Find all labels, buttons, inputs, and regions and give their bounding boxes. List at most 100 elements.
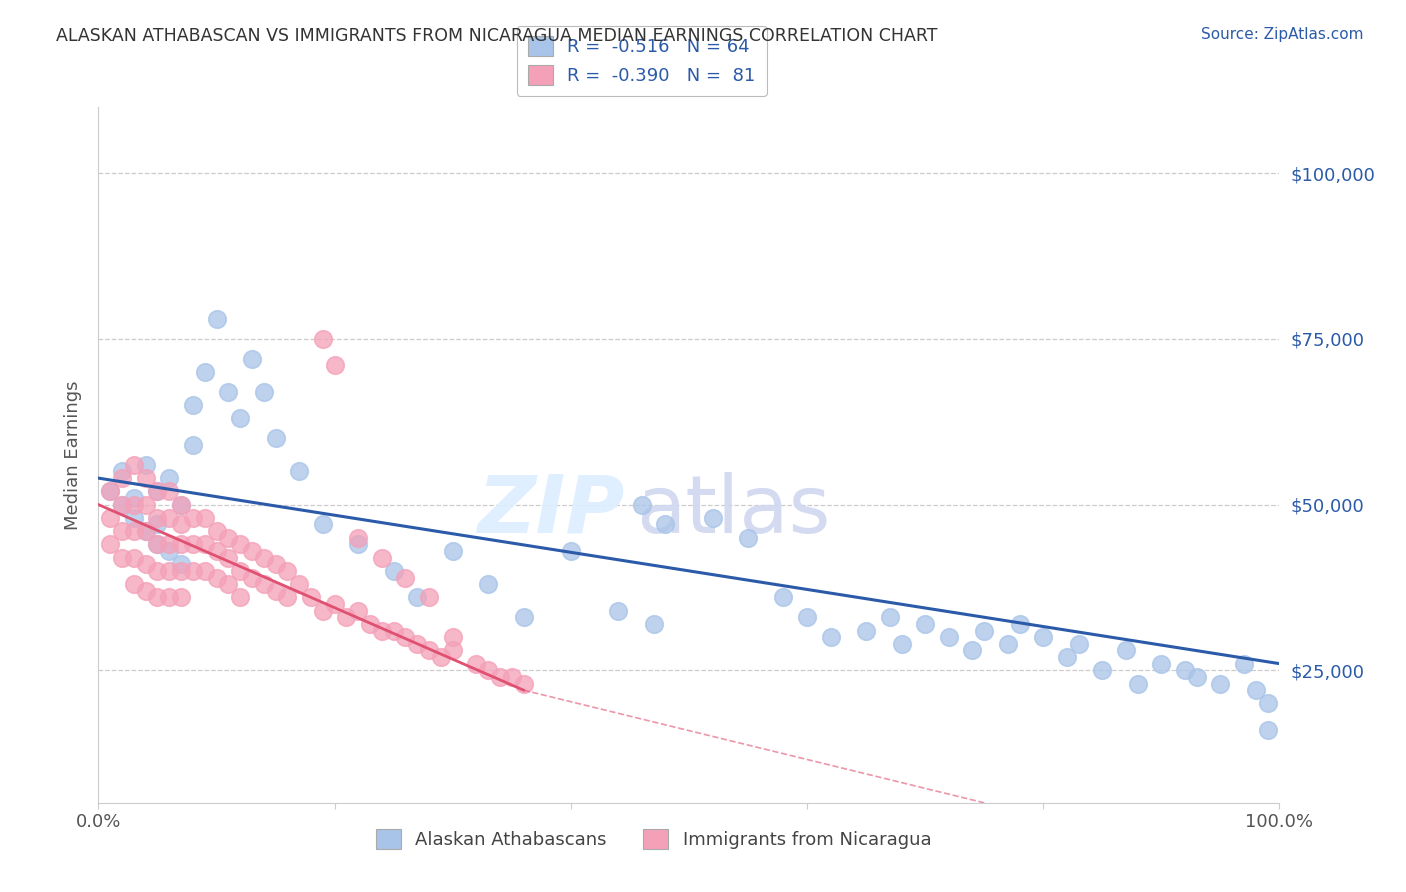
Point — [264, 431, 287, 445]
Point — [820, 630, 842, 644]
Point — [962, 643, 984, 657]
Point — [111, 524, 134, 538]
Point — [1008, 616, 1031, 631]
Point — [347, 537, 370, 551]
Point — [98, 511, 121, 525]
Point — [371, 550, 394, 565]
Point — [654, 517, 676, 532]
Point — [643, 616, 665, 631]
Point — [229, 411, 252, 425]
Point — [157, 564, 180, 578]
Point — [737, 531, 759, 545]
Point — [879, 610, 901, 624]
Point — [512, 676, 534, 690]
Point — [240, 544, 263, 558]
Point — [240, 570, 263, 584]
Point — [264, 583, 287, 598]
Point — [157, 484, 180, 499]
Point — [146, 564, 169, 578]
Point — [135, 558, 157, 572]
Point — [217, 577, 239, 591]
Point — [1091, 663, 1114, 677]
Point — [111, 471, 134, 485]
Point — [229, 537, 252, 551]
Point — [1185, 670, 1208, 684]
Point — [1056, 650, 1078, 665]
Text: ZIP: ZIP — [477, 472, 624, 549]
Point — [323, 359, 346, 373]
Point — [217, 531, 239, 545]
Point — [194, 365, 217, 379]
Point — [997, 637, 1019, 651]
Point — [1257, 723, 1279, 737]
Point — [170, 564, 193, 578]
Point — [181, 511, 204, 525]
Point — [146, 591, 169, 605]
Point — [170, 498, 193, 512]
Point — [181, 564, 204, 578]
Point — [477, 663, 499, 677]
Point — [157, 544, 180, 558]
Point — [1032, 630, 1054, 644]
Point — [205, 312, 228, 326]
Point — [170, 498, 193, 512]
Point — [229, 591, 252, 605]
Point — [157, 537, 180, 551]
Point — [146, 537, 169, 551]
Point — [205, 544, 228, 558]
Point — [111, 465, 134, 479]
Point — [371, 624, 394, 638]
Point — [98, 484, 121, 499]
Point — [157, 471, 180, 485]
Point — [288, 465, 311, 479]
Point — [181, 438, 204, 452]
Point — [122, 524, 145, 538]
Point — [312, 604, 335, 618]
Point — [111, 550, 134, 565]
Text: atlas: atlas — [636, 472, 830, 549]
Point — [253, 384, 276, 399]
Point — [1233, 657, 1256, 671]
Point — [607, 604, 630, 618]
Point — [157, 591, 180, 605]
Point — [146, 484, 169, 499]
Point — [217, 550, 239, 565]
Point — [406, 591, 429, 605]
Point — [501, 670, 523, 684]
Point — [122, 498, 145, 512]
Point — [157, 511, 180, 525]
Point — [146, 537, 169, 551]
Point — [347, 604, 370, 618]
Point — [135, 524, 157, 538]
Point — [430, 650, 453, 665]
Point — [194, 511, 217, 525]
Point — [418, 643, 440, 657]
Point — [560, 544, 582, 558]
Point — [135, 498, 157, 512]
Point — [441, 630, 464, 644]
Point — [1257, 697, 1279, 711]
Point — [122, 491, 145, 505]
Point — [938, 630, 960, 644]
Point — [111, 498, 134, 512]
Point — [394, 570, 416, 584]
Point — [135, 471, 157, 485]
Point — [122, 550, 145, 565]
Point — [359, 616, 381, 631]
Point — [1067, 637, 1090, 651]
Point — [205, 570, 228, 584]
Point — [111, 498, 134, 512]
Point — [796, 610, 818, 624]
Point — [170, 517, 193, 532]
Point — [170, 537, 193, 551]
Point — [299, 591, 322, 605]
Point — [229, 564, 252, 578]
Point — [382, 624, 405, 638]
Point — [253, 577, 276, 591]
Point — [630, 498, 652, 512]
Legend: Alaskan Athabascans, Immigrants from Nicaragua: Alaskan Athabascans, Immigrants from Nic… — [368, 822, 939, 856]
Point — [312, 332, 335, 346]
Point — [181, 537, 204, 551]
Point — [914, 616, 936, 631]
Point — [170, 591, 193, 605]
